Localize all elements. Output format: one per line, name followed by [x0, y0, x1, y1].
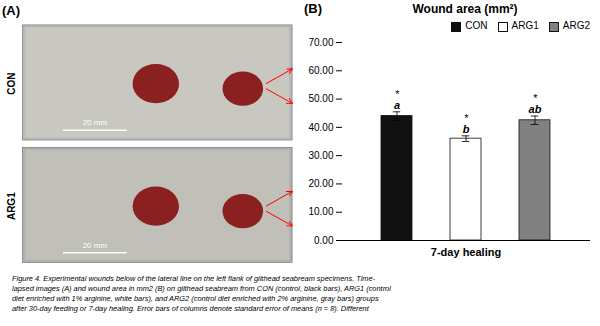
svg-text:20 mm: 20 mm [83, 118, 108, 127]
html-text:Wound area (mm²): Wound area (mm²) [412, 2, 518, 16]
html-text:diet enriched with 1% arginine: diet enriched with 1% arginine, white ba… [12, 294, 379, 303]
svg-text:*: * [533, 92, 538, 104]
html-text:CON: CON [465, 20, 488, 32]
html-text:7-day healing: 7-day healing [430, 246, 502, 258]
svg-text:30.00: 30.00 [308, 150, 333, 161]
svg-text:CON: CON [6, 73, 17, 95]
html-text:(B): (B) [304, 1, 322, 16]
svg-text:70.00: 70.00 [308, 37, 333, 48]
svg-text:a: a [394, 99, 400, 111]
svg-text:ab: ab [529, 103, 542, 115]
svg-text:60.00: 60.00 [308, 65, 333, 76]
svg-text:b: b [463, 123, 470, 135]
svg-text:40.00: 40.00 [308, 122, 333, 133]
html-text:ARG2: ARG2 [562, 20, 590, 32]
svg-text:(A): (A) [2, 3, 20, 18]
svg-text:*: * [395, 88, 400, 100]
svg-text:20.00: 20.00 [308, 178, 333, 189]
html-text:ARG1: ARG1 [511, 20, 539, 32]
html-text:lapsed images (A) and wound ar: lapsed images (A) and wound area in mm2 … [12, 284, 391, 293]
html-text:Figure 4. Experimental wounds: Figure 4. Experimental wounds below of t… [12, 274, 376, 283]
svg-text:50.00: 50.00 [308, 93, 333, 104]
svg-text:10.00: 10.00 [308, 206, 333, 217]
svg-text:20 mm: 20 mm [83, 241, 108, 250]
svg-text:0.00: 0.00 [314, 235, 334, 246]
svg-text:ARG1: ARG1 [6, 192, 17, 220]
html-text:after 30-day feeding or 7-day: after 30-day feeding or 7-day healing. E… [12, 304, 369, 313]
svg-text:*: * [464, 112, 469, 124]
